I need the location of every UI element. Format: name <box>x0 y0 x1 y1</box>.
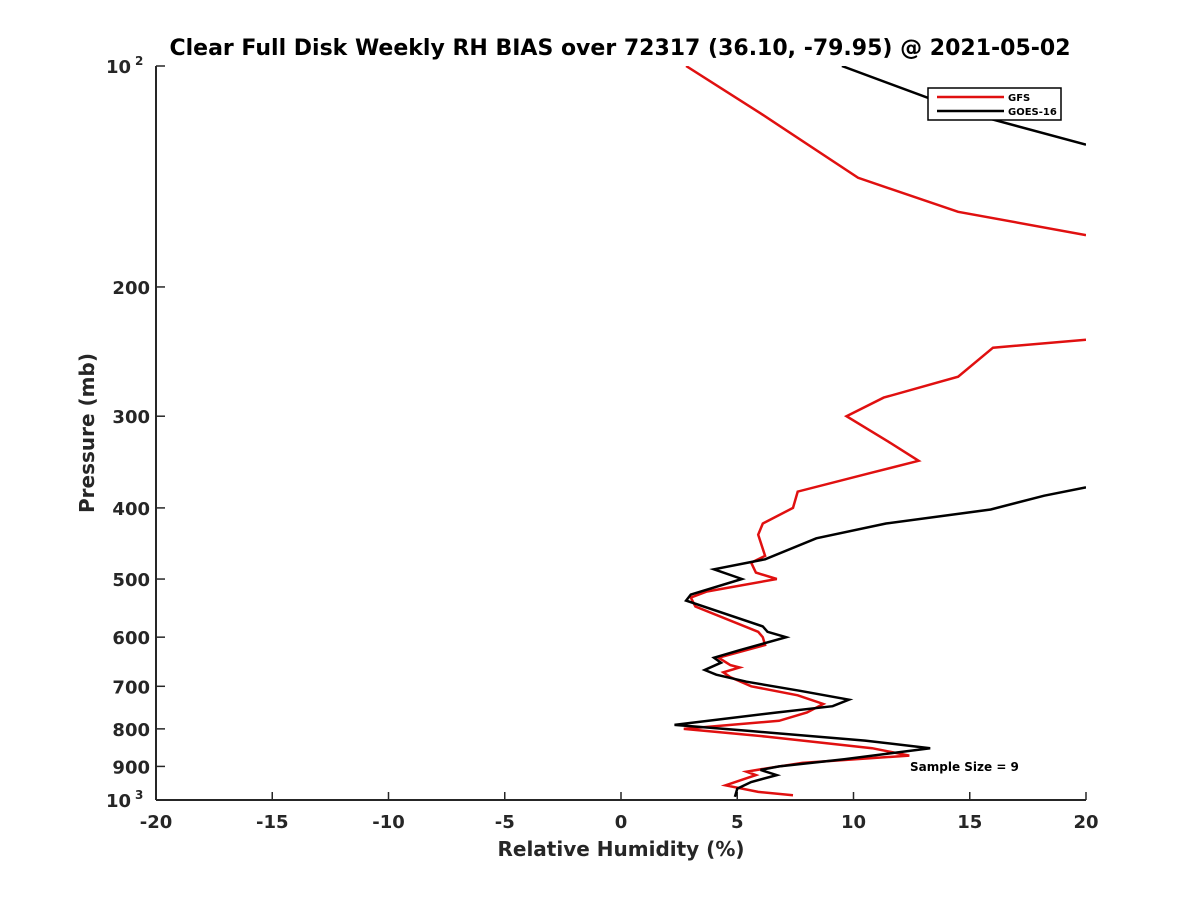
x-tick-label: -15 <box>256 812 289 833</box>
series-line-goes16 <box>674 486 1086 798</box>
sample-size-annotation: Sample Size = 9 <box>910 760 1019 774</box>
x-axis-label: Relative Humidity (%) <box>497 837 744 861</box>
x-tick-label: 15 <box>957 812 982 833</box>
legend-label-gfs: GFS <box>1008 93 1030 104</box>
y-tick-label: 10 <box>106 57 131 78</box>
series-line-gfs <box>683 338 1086 797</box>
series-lines <box>674 66 1086 798</box>
series-line-gfs <box>685 66 1086 237</box>
y-tick-exponent: 2 <box>135 54 143 68</box>
x-tick-label: -5 <box>495 812 515 833</box>
x-tick-label: -10 <box>372 812 405 833</box>
chart-title: Clear Full Disk Weekly RH BIAS over 7231… <box>169 36 1070 61</box>
x-tick-label: 20 <box>1073 812 1098 833</box>
y-ticks: 10 2 200 300 400 500 600 700 800 900 10 3 <box>106 54 165 812</box>
y-tick-label: 600 <box>112 628 150 649</box>
y-tick-label: 300 <box>112 407 150 428</box>
y-tick-label: 500 <box>112 570 150 591</box>
x-tick-label: 0 <box>615 812 628 833</box>
x-tick-label: -20 <box>140 812 173 833</box>
y-axis-label: Pressure (mb) <box>75 353 99 513</box>
y-tick-label: 10 <box>106 791 131 812</box>
y-tick-label: 700 <box>112 677 150 698</box>
y-tick-label: 800 <box>112 720 150 741</box>
y-tick-label: 900 <box>112 757 150 778</box>
y-tick-label: 400 <box>112 499 150 520</box>
legend: GFS GOES-16 <box>927 87 1062 121</box>
x-ticks: -20 -15 -10 -5 0 5 10 15 20 <box>140 792 1099 833</box>
legend-box <box>927 87 1062 121</box>
x-tick-label: 5 <box>731 812 744 833</box>
y-tick-label: 200 <box>112 278 150 299</box>
y-tick-exponent: 3 <box>135 788 143 802</box>
legend-label-goes16: GOES-16 <box>1008 107 1057 118</box>
x-tick-label: 10 <box>841 812 866 833</box>
